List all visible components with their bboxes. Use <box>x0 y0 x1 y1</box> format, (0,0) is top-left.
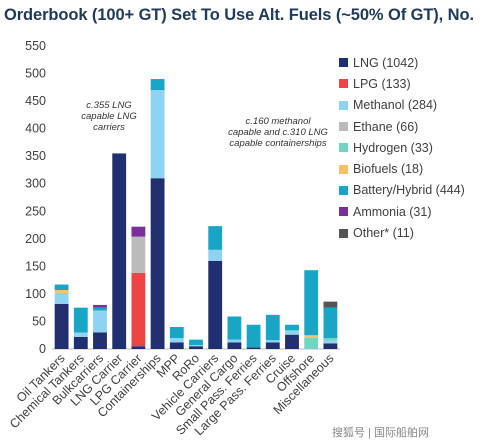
y-tick-label: 150 <box>25 259 46 273</box>
bar-segment <box>246 347 261 349</box>
legend-item: LNG (1042) <box>339 52 499 73</box>
y-tick-label: 450 <box>25 94 46 108</box>
bar-segment <box>73 336 88 349</box>
legend-label: Battery/Hybrid (444) <box>353 183 465 198</box>
bar-segment <box>93 332 107 349</box>
annotation-lng-carriers: c.355 LNG capable LNG carriers <box>81 100 137 133</box>
bar-segment <box>285 334 299 349</box>
bar-segment <box>150 79 165 91</box>
bar-segment <box>285 330 299 332</box>
bar-segment <box>131 272 146 347</box>
y-tick-label: 50 <box>32 314 46 328</box>
bar-segment <box>131 226 146 237</box>
bar-segment <box>54 303 69 349</box>
bar-segment <box>169 326 184 338</box>
legend-item: LPG (133) <box>339 73 499 94</box>
legend-item: Ammonia (31) <box>339 201 499 222</box>
legend-item: Other* (11) <box>339 222 499 243</box>
bar-segment <box>93 310 107 333</box>
bar-segment <box>323 301 338 308</box>
bar-segment <box>208 226 223 250</box>
y-tick-label: 300 <box>25 177 46 191</box>
legend-swatch <box>339 100 348 110</box>
legend-item: Methanol (284) <box>339 95 499 116</box>
y-tick-label: 350 <box>25 149 46 163</box>
bar-segment <box>112 153 127 349</box>
legend-label: Hydrogen (33) <box>353 140 433 155</box>
legend-swatch <box>339 164 348 174</box>
bar-segment <box>131 346 146 349</box>
legend-label: Ethane (66) <box>353 119 419 134</box>
y-tick-label: 500 <box>25 67 46 81</box>
legend-item: Hydrogen (33) <box>339 137 499 158</box>
y-tick-label: 200 <box>25 232 46 246</box>
y-tick-label: 550 <box>25 39 46 53</box>
bar-segment <box>323 343 338 349</box>
legend-swatch <box>339 228 348 238</box>
bar-segment <box>169 342 184 349</box>
bar-segment <box>150 178 165 349</box>
bar-segment <box>246 324 261 348</box>
bar-segment <box>265 342 280 349</box>
legend-swatch <box>339 207 348 217</box>
bar-segment <box>93 304 107 308</box>
legend-label: Ammonia (31) <box>353 204 432 219</box>
bar-segment <box>323 340 338 344</box>
chart-legend: LNG (1042) LPG (133) Methanol (284) Ethane … <box>339 52 499 244</box>
chart-title: Orderbook (100+ GT) Set To Use Alt. Fuel… <box>4 6 474 24</box>
bar-segment <box>285 331 299 335</box>
bar-segment <box>227 339 242 343</box>
y-tick-label: 400 <box>25 122 46 136</box>
legend-swatch <box>339 185 348 195</box>
legend-swatch <box>339 122 348 132</box>
watermark: 搜狐号 | 国际船舶网 <box>332 427 429 439</box>
legend-item: Ethane (66) <box>339 116 499 137</box>
bar-segment <box>265 340 280 343</box>
legend-label: Other* (11) <box>353 226 414 241</box>
bar-segment <box>93 307 107 311</box>
legend-item: Biofuels (18) <box>339 158 499 179</box>
bar-segment <box>265 314 280 341</box>
legend-label: Methanol (284) <box>353 98 438 113</box>
bar-segment <box>189 346 203 349</box>
legend-label: Biofuels (18) <box>353 162 424 177</box>
bar-segment <box>131 236 146 273</box>
bar-segment <box>189 345 203 347</box>
bar-segment <box>227 316 242 340</box>
bar-segment <box>150 90 165 179</box>
bar-segment <box>323 307 338 338</box>
legend-item: Battery/Hybrid (444) <box>339 180 499 201</box>
y-tick-label: 100 <box>25 287 46 301</box>
bar-segment <box>304 337 319 349</box>
legend-swatch <box>339 58 348 68</box>
bar-segment <box>208 249 223 261</box>
bar-segment <box>323 337 338 341</box>
bar-segment <box>189 339 203 346</box>
legend-swatch <box>339 79 348 89</box>
bar-segment <box>227 342 242 349</box>
y-tick-label: 0 <box>39 342 46 356</box>
bar-segment <box>73 307 88 333</box>
annotation-methanol-containerships: c.160 methanol capable and c.310 LNG cap… <box>228 116 328 149</box>
bar-segment <box>285 324 299 331</box>
bar-segment <box>73 332 88 337</box>
bar-segment <box>54 284 69 291</box>
bar-segment <box>54 292 69 304</box>
y-tick-label: 250 <box>25 204 46 218</box>
bar-segment <box>304 335 319 338</box>
bar-segment <box>304 270 319 336</box>
bar-segment <box>169 337 184 343</box>
bar-segment <box>208 260 223 349</box>
bar-segment <box>54 290 69 293</box>
legend-swatch <box>339 143 348 153</box>
legend-label: LNG (1042) <box>353 55 419 70</box>
legend-label: LPG (133) <box>353 76 411 91</box>
